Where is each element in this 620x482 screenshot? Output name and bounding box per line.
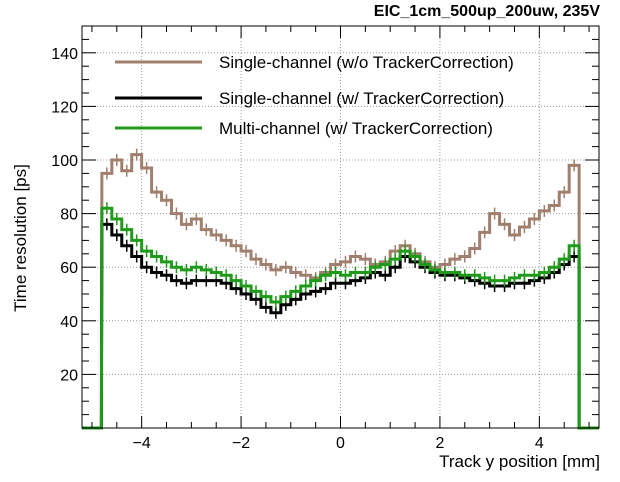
y-tick-label: 60 — [60, 260, 78, 277]
chart-title: EIC_1cm_500up_200uw, 235V — [373, 3, 600, 20]
y-tick-label: 140 — [51, 46, 78, 63]
x-tick-label: −2 — [232, 435, 250, 452]
x-tick-label: 0 — [336, 435, 345, 452]
grid-lines — [82, 26, 599, 428]
y-tick-label: 20 — [60, 367, 78, 384]
y-tick-label: 120 — [51, 99, 78, 116]
y-tick-label: 100 — [51, 153, 78, 170]
axis-ticks: −4 −2 0 2 4 20 40 60 80 100 120 140 — [51, 25, 599, 452]
y-tick-label: 40 — [60, 314, 78, 331]
x-tick-label: −4 — [133, 435, 151, 452]
legend: Single-channel (w/o TrackerCorrection) Si… — [115, 53, 514, 138]
legend-label-3: Multi-channel (w/ TrackerCorrection) — [219, 119, 493, 138]
x-axis-label: Track y position [mm] — [439, 452, 600, 471]
x-tick-label: 2 — [435, 435, 444, 452]
x-tick-label: 4 — [535, 435, 544, 452]
legend-label-2: Single-channel (w/ TrackerCorrection) — [219, 89, 504, 108]
series-curves — [82, 148, 599, 430]
legend-label-1: Single-channel (w/o TrackerCorrection) — [219, 53, 514, 72]
series-line-3 — [82, 206, 599, 430]
y-tick-label: 80 — [60, 207, 78, 224]
y-axis-label: Time resolution [ps] — [11, 164, 30, 312]
